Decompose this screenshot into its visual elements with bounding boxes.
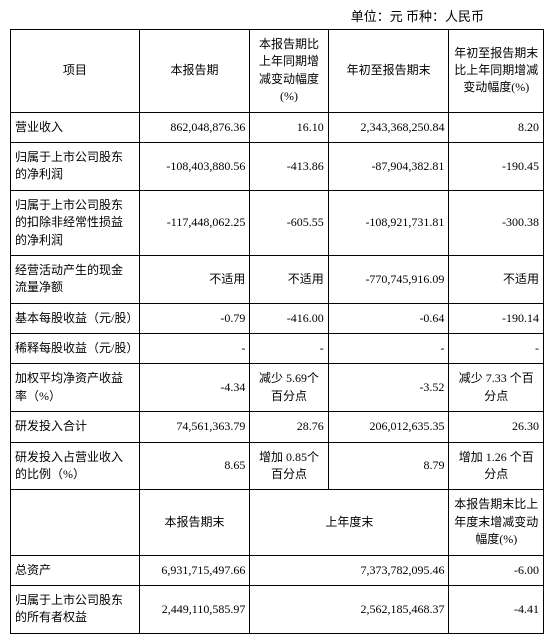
cell-value: 8.65 [139, 442, 250, 490]
cell-value: -4.34 [139, 364, 250, 412]
cell-value: 6,931,715,497.66 [139, 555, 250, 585]
cell-value: 2,449,110,585.97 [139, 585, 250, 633]
row-label: 归属于上市公司股东的净利润 [11, 142, 140, 190]
cell-value: 减少 5.69个百分点 [250, 364, 328, 412]
financial-table: 项目 本报告期 本报告期比上年同期增减变动幅度(%) 年初至报告期末 年初至报告… [10, 29, 544, 634]
cell-value: -770,745,916.09 [328, 255, 449, 303]
col-header-end-change: 本报告期末比上年度末增减变动幅度(%) [449, 490, 544, 555]
cell-value: 862,048,876.36 [139, 112, 250, 142]
cell-value: - [139, 334, 250, 364]
row-label: 研发投入占营业收入的比例（%） [11, 442, 140, 490]
table-row: 归属于上市公司股东的所有者权益 2,449,110,585.97 2,562,1… [11, 585, 544, 633]
col-header-period-change: 本报告期比上年同期增减变动幅度(%) [250, 30, 328, 113]
table-row: 归属于上市公司股东的净利润 -108,403,880.56 -413.86 -8… [11, 142, 544, 190]
cell-value: -190.45 [449, 142, 544, 190]
cell-value: 8.79 [328, 442, 449, 490]
table-row: 总资产 6,931,715,497.66 7,373,782,095.46 -6… [11, 555, 544, 585]
cell-value: -108,921,731.81 [328, 190, 449, 255]
table-row: 稀释每股收益（元/股） - - - - [11, 334, 544, 364]
col-header-item: 项目 [11, 30, 140, 113]
cell-value: -87,904,382.81 [328, 142, 449, 190]
cell-value: 74,561,363.79 [139, 412, 250, 442]
cell-value: -117,448,062.25 [139, 190, 250, 255]
col-header-ytd: 年初至报告期末 [328, 30, 449, 113]
col-header-period-end: 本报告期末 [139, 490, 250, 555]
cell-value: 增加 1.26 个百分点 [449, 442, 544, 490]
cell-value: 8.20 [449, 112, 544, 142]
table-subheader-row: 本报告期末 上年度末 本报告期末比上年度末增减变动幅度(%) [11, 490, 544, 555]
row-label: 基本每股收益（元/股） [11, 303, 140, 333]
table-row: 经营活动产生的现金流量净额 不适用 不适用 -770,745,916.09 不适… [11, 255, 544, 303]
cell-value: -3.52 [328, 364, 449, 412]
cell-value: -6.00 [449, 555, 544, 585]
table-row: 归属于上市公司股东的扣除非经常性损益的净利润 -117,448,062.25 -… [11, 190, 544, 255]
table-row: 研发投入合计 74,561,363.79 28.76 206,012,635.3… [11, 412, 544, 442]
cell-value: -300.38 [449, 190, 544, 255]
cell-value: -0.79 [139, 303, 250, 333]
cell-value: -605.55 [250, 190, 328, 255]
cell-value: -0.64 [328, 303, 449, 333]
table-header-row: 项目 本报告期 本报告期比上年同期增减变动幅度(%) 年初至报告期末 年初至报告… [11, 30, 544, 113]
row-label: 归属于上市公司股东的所有者权益 [11, 585, 140, 633]
cell-value: 不适用 [449, 255, 544, 303]
cell-value: 7,373,782,095.46 [250, 555, 449, 585]
cell-value: 2,343,368,250.84 [328, 112, 449, 142]
cell-value: - [250, 334, 328, 364]
cell-value: -4.41 [449, 585, 544, 633]
row-label: 营业收入 [11, 112, 140, 142]
col-header-last-year-end: 上年度末 [250, 490, 449, 555]
cell-value: 增加 0.85个百分点 [250, 442, 328, 490]
cell-value: 2,562,185,468.37 [250, 585, 449, 633]
cell-value: 不适用 [250, 255, 328, 303]
table-row: 基本每股收益（元/股） -0.79 -416.00 -0.64 -190.14 [11, 303, 544, 333]
table-row: 研发投入占营业收入的比例（%） 8.65 增加 0.85个百分点 8.79 增加… [11, 442, 544, 490]
cell-empty [11, 490, 140, 555]
cell-value: -416.00 [250, 303, 328, 333]
col-header-ytd-change: 年初至报告期末比上年同期增减变动幅度(%) [449, 30, 544, 113]
cell-value: -108,403,880.56 [139, 142, 250, 190]
cell-value: 26.30 [449, 412, 544, 442]
table-row: 营业收入 862,048,876.36 16.10 2,343,368,250.… [11, 112, 544, 142]
row-label: 研发投入合计 [11, 412, 140, 442]
row-label: 总资产 [11, 555, 140, 585]
row-label: 归属于上市公司股东的扣除非经常性损益的净利润 [11, 190, 140, 255]
unit-currency-line: 单位：元 币种：人民币 [10, 6, 544, 25]
cell-value: - [328, 334, 449, 364]
cell-value: 206,012,635.35 [328, 412, 449, 442]
cell-value: 28.76 [250, 412, 328, 442]
col-header-period: 本报告期 [139, 30, 250, 113]
cell-value: - [449, 334, 544, 364]
report-table-container: 单位：元 币种：人民币 项目 本报告期 本报告期比上年同期增减变动幅度(%) 年… [0, 0, 554, 644]
row-label: 加权平均净资产收益率（%） [11, 364, 140, 412]
table-row: 加权平均净资产收益率（%） -4.34 减少 5.69个百分点 -3.52 减少… [11, 364, 544, 412]
cell-value: -190.14 [449, 303, 544, 333]
cell-value: -413.86 [250, 142, 328, 190]
row-label: 稀释每股收益（元/股） [11, 334, 140, 364]
cell-value: 减少 7.33 个百分点 [449, 364, 544, 412]
row-label: 经营活动产生的现金流量净额 [11, 255, 140, 303]
cell-value: 不适用 [139, 255, 250, 303]
cell-value: 16.10 [250, 112, 328, 142]
